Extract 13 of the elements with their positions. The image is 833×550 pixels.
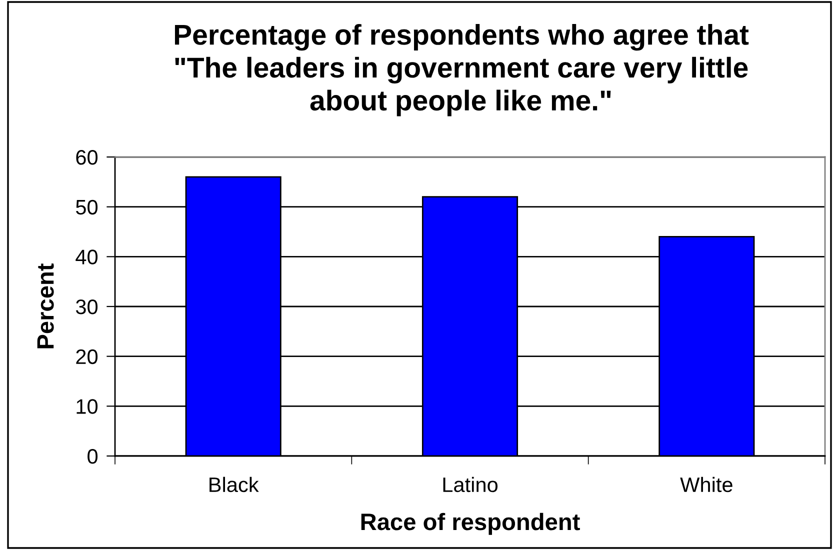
y-tick-label: 60: [76, 150, 98, 165]
y-tick-label: 20: [76, 349, 98, 364]
y-tick-label: 50: [76, 200, 98, 215]
x-tick-label: White: [680, 476, 732, 492]
x-tick-label: Latino: [443, 476, 498, 492]
y-tick-label: 30: [76, 300, 98, 314]
x-tick-label: Black: [210, 476, 259, 492]
x-axis-title: Race of respondent: [361, 512, 580, 535]
y-tick-label: 10: [76, 399, 98, 414]
y-tick-label: 40: [76, 250, 98, 264]
y-axis-title: Percent: [37, 263, 54, 348]
chart-title: Percentage of respondents who agree that "The leaders in government care very little about people like me.": [174, 24, 749, 116]
y-tick-label: 0: [88, 449, 98, 464]
